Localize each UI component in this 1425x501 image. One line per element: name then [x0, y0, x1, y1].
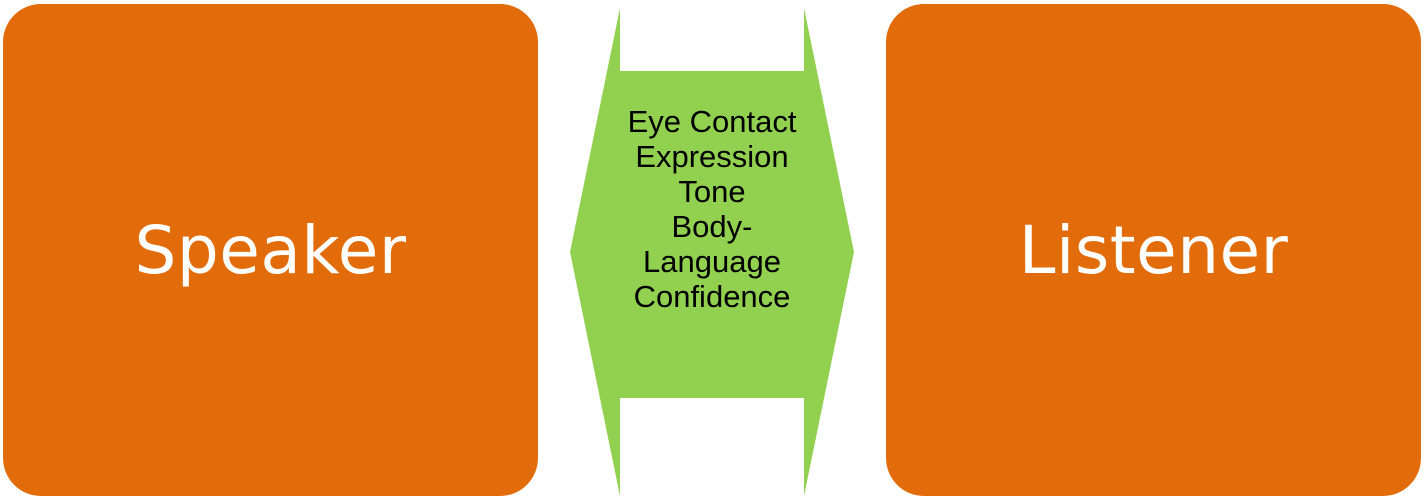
speaker-label: Speaker	[134, 211, 407, 289]
connector-line: Eye Contact	[627, 104, 797, 139]
speaker-box: Speaker	[3, 4, 538, 496]
listener-box: Listener	[886, 4, 1421, 496]
connector-line: Confidence	[633, 279, 791, 314]
double-arrow-connector	[570, 8, 854, 496]
listener-label: Listener	[1018, 211, 1289, 289]
connector-line: Expression	[635, 139, 789, 174]
connector-line: Body-	[671, 209, 753, 244]
connector-line: Tone	[678, 174, 746, 209]
double-arrow-shape	[570, 8, 854, 496]
connector-line: Language	[643, 244, 781, 279]
connector-text: Eye Contact Expression Tone Body- Langua…	[600, 104, 824, 314]
